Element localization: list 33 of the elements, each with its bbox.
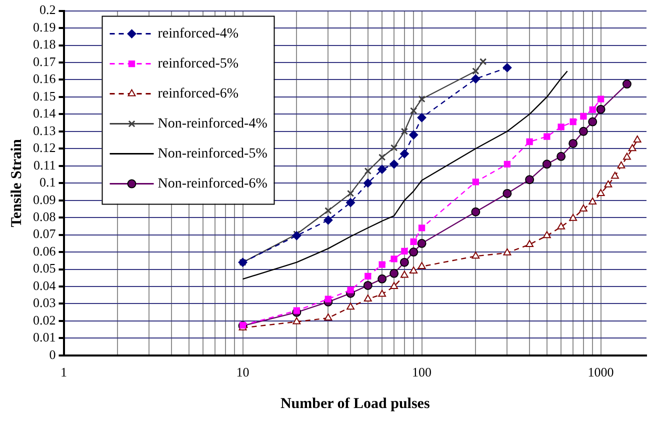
- legend-label: reinforced-4%: [158, 26, 239, 42]
- legend-label: Non-reinforced-6%: [158, 176, 268, 192]
- x-tick-label: 1000: [588, 364, 614, 380]
- y-tick-label: 0.13: [33, 122, 56, 138]
- y-tick-label: 0.16: [33, 71, 56, 86]
- y-tick-label: 0.2: [40, 2, 56, 18]
- y-tick-label: 0.03: [33, 295, 56, 310]
- y-tick-label: 0.1: [40, 174, 56, 190]
- y-tick-label: 0.02: [33, 312, 56, 328]
- x-tick-label: 10: [236, 364, 250, 380]
- y-tick-label: 0.07: [33, 226, 56, 242]
- y-tick-label: 0.15: [33, 88, 56, 104]
- x-axis-title: Number of Load pulses: [280, 396, 430, 412]
- y-tick-label: 0.05: [33, 260, 56, 276]
- y-tick-label: 0.17: [33, 54, 56, 69]
- y-tick-label: 0.14: [33, 106, 56, 121]
- legend-label: Non-reinforced-4%: [158, 116, 268, 132]
- y-tick-label: 0.11: [33, 157, 56, 172]
- y-tick-label: 0.01: [33, 330, 56, 345]
- y-tick-label: 0.04: [33, 278, 56, 293]
- x-tick-label: 100: [412, 364, 432, 380]
- legend-label: Non-reinforced-5%: [158, 146, 268, 162]
- y-tick-label: 0.06: [33, 243, 56, 258]
- y-tick-label: 0.12: [33, 140, 56, 156]
- y-tick-label: 0.08: [33, 208, 56, 224]
- x-tick-label: 1: [60, 364, 67, 380]
- legend-label: reinforced-6%: [158, 86, 239, 102]
- y-tick-label: 0.19: [33, 19, 56, 34]
- legend-label: reinforced-5%: [158, 56, 239, 72]
- y-tick-label: 0.18: [33, 36, 56, 52]
- y-axis-title: Tensile Strain: [8, 138, 25, 228]
- y-tick-label: 0: [49, 346, 56, 362]
- y-tick-label: 0.09: [33, 192, 56, 207]
